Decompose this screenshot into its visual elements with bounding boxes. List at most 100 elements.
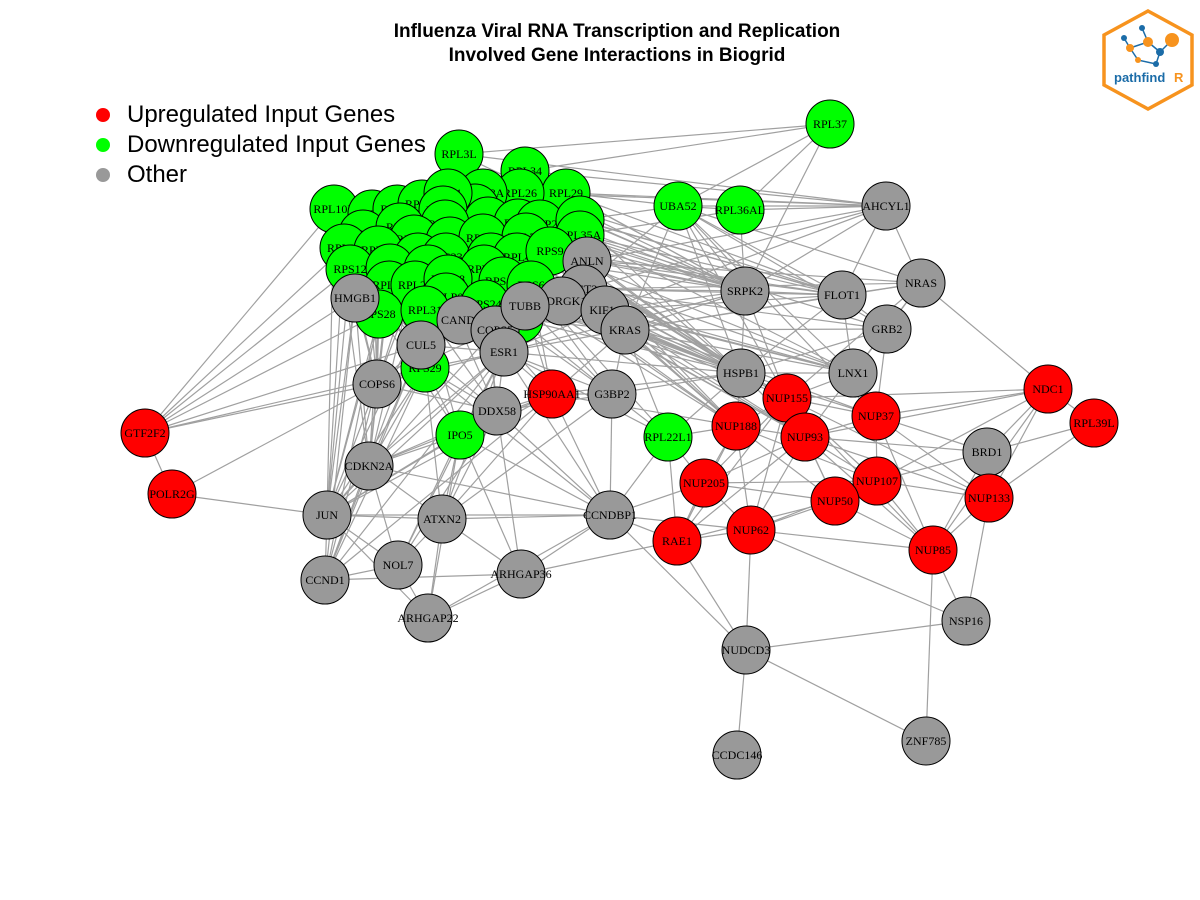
node-label-NUP85: NUP85	[915, 543, 951, 557]
node-label-DDRGK1: DDRGK1	[538, 294, 587, 308]
node-JUN: JUN	[302, 490, 352, 540]
node-label-RPL10L: RPL10L	[313, 202, 354, 216]
node-circle-NSP16	[941, 596, 991, 646]
logo-hexagon	[1102, 9, 1194, 111]
node-label-DDX58: DDX58	[478, 404, 516, 418]
node-label-IPO5: IPO5	[447, 428, 472, 442]
node-circle-CCND1	[300, 555, 350, 605]
node-circle-ARHGAP22	[403, 593, 453, 643]
node-HMGB1: HMGB1	[330, 273, 380, 323]
node-COPS6: COPS6	[352, 359, 402, 409]
edge-RPL37-SRPK2	[744, 123, 831, 292]
node-RPL22L1: RPL22L1	[643, 412, 693, 462]
legend-label-upregulated: Upregulated Input Genes	[127, 101, 396, 128]
node-label-LNX1: LNX1	[838, 366, 869, 380]
node-circle-KRAS	[600, 305, 650, 355]
node-label-NUP93: NUP93	[787, 430, 823, 444]
node-label-HMGB1: HMGB1	[334, 291, 376, 305]
node-KRAS: KRAS	[600, 305, 650, 355]
edge-AHCYL1-SRPK2	[744, 205, 887, 292]
node-RAE1: RAE1	[652, 516, 702, 566]
node-label-RAE1: RAE1	[662, 534, 692, 548]
node-label-JUN: JUN	[316, 508, 338, 522]
node-GTF2F2: GTF2F2	[120, 408, 170, 458]
node-ATXN2: ATXN2	[417, 494, 467, 544]
legend: Upregulated Input Genes Downregulated In…	[96, 100, 426, 190]
logo-text-r: R	[1174, 70, 1184, 85]
node-circle-HSP90AA1	[527, 369, 577, 419]
edge-GTF2F2-RPS28	[144, 313, 380, 434]
node-NUP205: NUP205	[679, 458, 729, 508]
edge-RPS29-JUN	[326, 367, 426, 516]
node-NUP155: NUP155	[762, 373, 812, 423]
edge-NUP155-NUP133	[786, 397, 990, 499]
node-circle-FLOT1	[817, 270, 867, 320]
edge-IPO5-ARHGAP36	[459, 434, 522, 575]
node-circle-ARHGAP36	[496, 549, 546, 599]
node-label-G3BP2: G3BP2	[594, 387, 629, 401]
edge-NUDCD3-CCNDBP1	[609, 514, 747, 651]
node-label-RPL26: RPL26	[503, 186, 537, 200]
node-label-RPL39L: RPL39L	[1073, 416, 1114, 430]
edge-RPS12-GTF2F2	[144, 268, 351, 434]
node-circle-ZNF785	[901, 716, 951, 766]
node-NSP16: NSP16	[941, 596, 991, 646]
node-RPL39L: RPL39L	[1069, 398, 1119, 448]
node-circle-ESR1	[479, 327, 529, 377]
node-circle-CCDC146	[712, 730, 762, 780]
node-DDX58: DDX58	[472, 386, 522, 436]
node-label-SRPK2: SRPK2	[727, 284, 763, 298]
node-circle-DDX58	[472, 386, 522, 436]
node-label-NUP188: NUP188	[715, 419, 757, 433]
edge-G3BP2-ATXN2	[441, 393, 613, 520]
edge-NDC1-NUP155	[786, 388, 1049, 399]
edge-HSP90AA1-NUP188	[551, 393, 737, 427]
node-GRB2: GRB2	[862, 304, 912, 354]
node-label-FLOT1: FLOT1	[824, 288, 860, 302]
pathfindr-logo: pathfind R	[1102, 9, 1194, 111]
node-circle-JUN	[302, 490, 352, 540]
node-circle-RPL22L1	[643, 412, 693, 462]
node-circle-GRB2	[862, 304, 912, 354]
legend-item-downregulated: Downregulated Input Genes	[96, 130, 426, 160]
node-LNX1: LNX1	[828, 348, 878, 398]
title-line-2: Involved Gene Interactions in Biogrid	[448, 45, 786, 66]
edge-RPL38-GTF2F2	[144, 247, 345, 434]
edge-NDC1-NUP37	[875, 388, 1049, 417]
node-HSPB1: HSPB1	[716, 348, 766, 398]
node-label-CUL5: CUL5	[406, 338, 436, 352]
edge-NDC1-NUP107	[876, 388, 1049, 482]
edge-NRAS-NDC1	[920, 282, 1049, 390]
node-circle-CDKN2A	[344, 441, 394, 491]
node-label-NRAS: NRAS	[905, 276, 937, 290]
node-label-CAND1: CAND1	[441, 313, 481, 327]
edge-layer	[144, 123, 1095, 756]
node-label-ZNF785: ZNF785	[906, 734, 947, 748]
edge-HSPB1-ESR1	[503, 351, 742, 374]
legend-dot-other	[96, 168, 110, 182]
edge-CCNDBP1-DDX58	[496, 410, 611, 516]
node-label-COPS6: COPS6	[359, 377, 395, 391]
node-NUP93: NUP93	[780, 412, 830, 462]
edge-NUP155-RAE1	[676, 397, 788, 542]
node-circle-LNX1	[828, 348, 878, 398]
node-NUP107: NUP107	[852, 456, 902, 506]
node-circle-NRAS	[896, 258, 946, 308]
node-ESR1: ESR1	[479, 327, 529, 377]
node-NUP37: NUP37	[851, 391, 901, 441]
node-circle-RPL36AL	[715, 185, 765, 235]
node-circle-G3BP2	[587, 369, 637, 419]
node-circle-NDC1	[1023, 364, 1073, 414]
edge-DDX58-ARHGAP36	[496, 410, 522, 575]
node-UBA52: UBA52	[653, 181, 703, 231]
edge-RPS29-ATXN2	[424, 367, 443, 520]
edge-POLR2G-JUN	[171, 493, 328, 516]
node-NOL7: NOL7	[373, 540, 423, 590]
node-IPO5: IPO5	[435, 410, 485, 460]
node-AHCYL1: AHCYL1	[861, 181, 911, 231]
legend-item-other: Other	[96, 160, 426, 190]
node-label-CCNDBP1: CCNDBP1	[583, 508, 637, 522]
legend-label-other: Other	[127, 161, 188, 188]
node-label-ARHGAP22: ARHGAP22	[397, 611, 458, 625]
node-label-RPL3L: RPL3L	[441, 147, 476, 161]
